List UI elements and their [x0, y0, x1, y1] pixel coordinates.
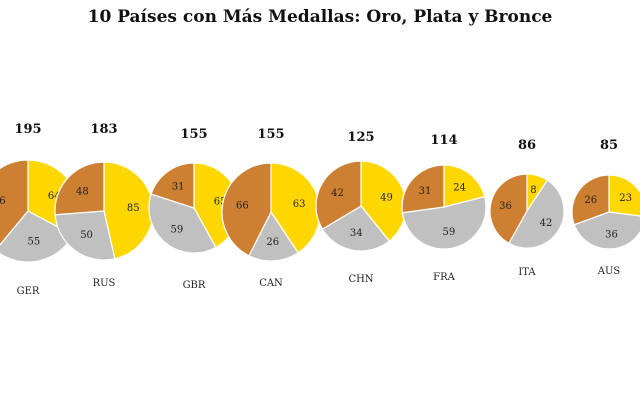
- pie-ita: 8 42 36 86 ITA: [489, 138, 565, 278]
- slice-label-rus-bronze: 48: [76, 187, 89, 198]
- slice-fra-bronze: [401, 164, 445, 214]
- country-label-gbr: GBR: [183, 280, 206, 291]
- slice-chn-silver: [321, 205, 391, 252]
- slice-label-chn-bronze: 42: [331, 188, 344, 199]
- country-label-chn: CHN: [348, 274, 373, 285]
- slice-chn-bronze: [315, 160, 362, 230]
- slice-ita-bronze: [489, 173, 528, 245]
- total-label-rus: 183: [90, 122, 117, 137]
- slice-chn-gold: [360, 160, 407, 242]
- total-label-fra: 114: [430, 133, 457, 148]
- slice-ita-silver: [508, 179, 565, 249]
- slice-label-gbr-gold: 65: [214, 197, 227, 208]
- total-label-gbr: 155: [180, 127, 207, 142]
- slice-label-fra-silver: 59: [442, 227, 455, 238]
- slice-label-chn-gold: 49: [380, 193, 393, 204]
- slice-fra-silver: [401, 195, 487, 250]
- total-label-aus: 85: [600, 138, 618, 153]
- pie-chn: 49 34 42 125 CHN: [315, 130, 407, 285]
- total-label-can: 155: [257, 127, 284, 142]
- slice-label-ita-silver: 42: [540, 218, 553, 229]
- slice-ger-bronze: [0, 159, 29, 246]
- total-label-ita: 86: [518, 138, 536, 153]
- slice-label-rus-silver: 50: [80, 230, 93, 241]
- slice-label-ger-bronze: 76: [0, 196, 6, 207]
- slice-label-aus-bronze: 26: [584, 195, 597, 206]
- pie-can: 63 26 66 155 CAN: [221, 127, 321, 289]
- slice-aus-gold: [608, 174, 640, 217]
- slice-gbr-bronze: [150, 162, 195, 209]
- country-label-can: CAN: [259, 278, 283, 289]
- slice-aus-silver: [573, 211, 640, 250]
- country-label-ita: ITA: [518, 267, 536, 278]
- slice-label-ita-bronze: 36: [499, 201, 512, 212]
- slice-label-ger-gold: 64: [48, 191, 61, 202]
- slice-label-can-bronze: 66: [236, 201, 249, 212]
- slice-label-ita-gold: 8: [530, 185, 536, 196]
- slice-label-aus-gold: 23: [619, 193, 632, 204]
- country-label-ger: GER: [17, 286, 40, 297]
- slice-label-chn-silver: 34: [350, 228, 363, 239]
- slice-can-silver: [248, 210, 300, 262]
- total-label-chn: 125: [347, 130, 374, 145]
- pie-rus: 85 50 48 183 RUS: [54, 122, 154, 289]
- slice-label-fra-gold: 24: [453, 183, 466, 194]
- slice-rus-bronze: [54, 161, 105, 216]
- slice-rus-silver: [54, 210, 116, 261]
- country-label-fra: FRA: [433, 272, 455, 283]
- slice-label-rus-gold: 85: [127, 203, 140, 214]
- slice-label-aus-silver: 36: [605, 230, 618, 241]
- slice-aus-bronze: [571, 174, 610, 226]
- pie-fra: 24 59 31 114 FRA: [401, 133, 487, 283]
- country-label-rus: RUS: [93, 278, 116, 289]
- slice-label-gbr-silver: 59: [170, 224, 183, 235]
- slice-label-can-silver: 26: [266, 237, 279, 248]
- slice-can-bronze: [221, 162, 272, 257]
- total-label-ger: 195: [14, 122, 41, 137]
- slice-label-ger-silver: 55: [28, 237, 41, 248]
- slice-fra-gold: [443, 164, 486, 208]
- pie-aus: 23 36 26 85 AUS: [571, 138, 640, 277]
- slice-label-fra-bronze: 31: [419, 186, 432, 197]
- slice-label-can-gold: 63: [293, 199, 306, 210]
- chart-title: 10 Países con Más Medallas: Oro, Plata y…: [87, 7, 553, 27]
- slice-gbr-silver: [148, 193, 217, 254]
- slice-label-gbr-bronze: 31: [172, 182, 185, 193]
- country-label-aus: AUS: [597, 266, 621, 277]
